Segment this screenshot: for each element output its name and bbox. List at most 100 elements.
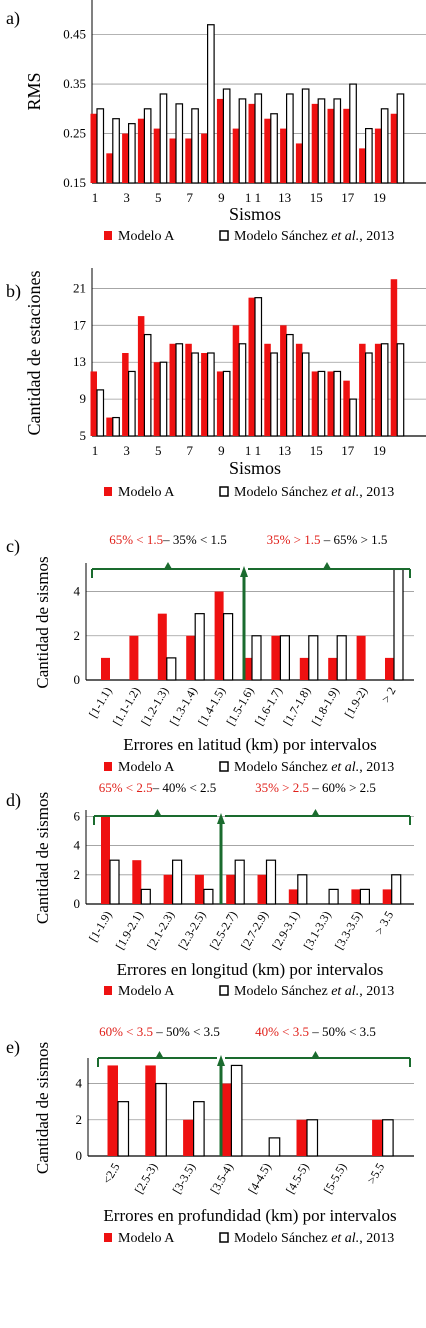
- bar-modelo-sanchez: [382, 1119, 394, 1157]
- x-tick-label: 13: [278, 443, 291, 458]
- bar-modelo-sanchez: [159, 361, 168, 437]
- x-tick-label: 7: [187, 190, 194, 205]
- legend: Modelo A Modelo Sánchez et al., 2013: [104, 485, 394, 500]
- bar-modelo-a: [157, 613, 167, 680]
- bar-modelo-a: [374, 343, 382, 436]
- x-tick-label: [4.5-5): [283, 1161, 312, 1197]
- bar-modelo-sanchez: [207, 352, 215, 437]
- bracket-left-text: 65% < 1.5– 35% < 1.5: [109, 532, 227, 547]
- y-axis-label: Cantidad de estaciones: [24, 271, 44, 436]
- bar-modelo-sanchez: [396, 93, 405, 184]
- bar-modelo-sanchez: [193, 1101, 205, 1157]
- y-tick-label: 2: [74, 628, 81, 643]
- y-axis-label: RMS: [24, 72, 44, 110]
- bar-modelo-a: [280, 325, 287, 436]
- bar-modelo-sanchez: [270, 113, 278, 184]
- bar-modelo-sanchez: [223, 613, 234, 681]
- bar-modelo-a: [382, 889, 392, 904]
- legend-swatch-modelo-a: [104, 231, 112, 240]
- y-axis-label: Cantidad de sismos: [33, 1042, 52, 1174]
- y-tick-label: 0.25: [63, 126, 86, 141]
- legend-label-modelo-sanchez: Modelo Sánchez et al., 2013: [234, 1231, 394, 1246]
- bar-modelo-a: [185, 343, 192, 436]
- bracket-right-text: 35% > 2.5 – 60% > 2.5: [255, 780, 376, 795]
- x-tick-label: [3.3-3.5): [332, 909, 365, 952]
- x-tick-label: >5.5: [364, 1161, 387, 1187]
- bar-modelo-a: [351, 889, 361, 904]
- y-tick-label: 2: [74, 867, 81, 882]
- bar-modelo-sanchez: [286, 93, 294, 184]
- x-tick-label: 17: [341, 443, 355, 458]
- bar-modelo-a: [226, 874, 236, 904]
- bar-modelo-sanchez: [380, 108, 389, 184]
- x-tick-label: 3: [123, 443, 130, 458]
- bar-modelo-a: [137, 316, 145, 436]
- y-axis-label: Cantidad de sismos: [33, 556, 52, 688]
- legend-swatch-modelo-a: [104, 1233, 112, 1242]
- y-tick-label: 0.45: [63, 27, 86, 42]
- bar-modelo-a: [153, 128, 161, 183]
- bar-modelo-a: [288, 889, 298, 904]
- y-tick-label: 2: [76, 1112, 83, 1127]
- bracket-right-marker: [323, 562, 331, 569]
- y-tick-label: 4: [74, 584, 81, 599]
- panel-label: a): [6, 8, 20, 29]
- bar-modelo-a: [327, 371, 334, 436]
- bar-modelo-a: [248, 297, 255, 436]
- bar-modelo-a: [248, 103, 255, 183]
- bar-modelo-sanchez: [333, 370, 342, 437]
- bar-modelo-sanchez: [254, 93, 263, 184]
- bar-modelo-sanchez: [222, 370, 231, 437]
- y-tick-label: 17: [73, 317, 87, 332]
- bar-modelo-sanchez: [265, 859, 277, 905]
- bar-modelo-a: [101, 657, 110, 680]
- bar-modelo-a: [169, 343, 176, 436]
- bar-modelo-sanchez: [96, 389, 105, 437]
- legend-label-modelo-sanchez: Modelo Sánchez et al., 2013: [234, 229, 394, 244]
- bar-modelo-a: [295, 143, 303, 183]
- bar-modelo-a: [194, 874, 204, 904]
- x-tick-label: [3-3.5): [170, 1161, 199, 1197]
- bracket-right-marker: [311, 809, 320, 816]
- split-bracket: 65% < 1.5– 35% < 1.5 35% > 1.5 – 65% > 1.…: [91, 532, 411, 680]
- bar-modelo-sanchez: [155, 1082, 167, 1157]
- bar-modelo-a: [243, 657, 252, 680]
- x-tick-label: [3.5-4): [207, 1161, 236, 1197]
- bar-modelo-a: [132, 860, 142, 904]
- bar-modelo-sanchez: [143, 333, 152, 437]
- legend-label-modelo-sanchez: Modelo Sánchez et al., 2013: [234, 485, 394, 500]
- bar-modelo-sanchez: [238, 343, 247, 437]
- bar-modelo-a: [328, 657, 338, 680]
- legend-swatch-modelo-sanchez: [219, 761, 229, 772]
- bar-modelo-sanchez: [254, 297, 263, 437]
- bar-modelo-sanchez: [159, 93, 168, 184]
- bar-modelo-a: [185, 138, 192, 183]
- bar-modelo-sanchez: [128, 370, 136, 437]
- legend-swatch-modelo-sanchez: [219, 1232, 229, 1243]
- bar-modelo-sanchez: [112, 118, 120, 184]
- bar-modelo-sanchez: [328, 888, 339, 905]
- x-tick-label: 9: [218, 190, 225, 205]
- x-tick-label: [3.1-3.3): [301, 909, 334, 952]
- bar-modelo-a: [169, 138, 176, 183]
- bar-modelo-sanchez: [380, 343, 389, 437]
- x-tick-label: > 3.5: [372, 909, 397, 937]
- bar-modelo-sanchez: [359, 888, 370, 905]
- x-axis-label: Sismos: [229, 458, 281, 478]
- bar-modelo-sanchez: [317, 370, 326, 437]
- legend-swatch-modelo-a: [104, 986, 112, 995]
- x-axis-label: Errores en profundidad (km) por interval…: [103, 1206, 396, 1225]
- x-axis-label: Errores en latitud (km) por intervalos: [123, 735, 377, 754]
- bar-modelo-a: [295, 343, 303, 436]
- x-tick-label: 5: [155, 443, 162, 458]
- x-tick-label: [2.3-2.5): [175, 909, 208, 952]
- x-tick-label: 15: [310, 443, 323, 458]
- bar-modelo-a: [311, 103, 319, 183]
- legend-label-modelo-sanchez: Modelo Sánchez et al., 2013: [234, 984, 394, 999]
- bar-modelo-a: [385, 657, 394, 680]
- bar-modelo-a: [299, 657, 309, 680]
- x-tick-label: [1.9-2): [342, 685, 371, 721]
- bar-modelo-sanchez: [336, 635, 347, 681]
- x-axis-label: Errores en longitud (km) por intervalos: [117, 960, 384, 979]
- bar-modelo-a: [264, 118, 271, 183]
